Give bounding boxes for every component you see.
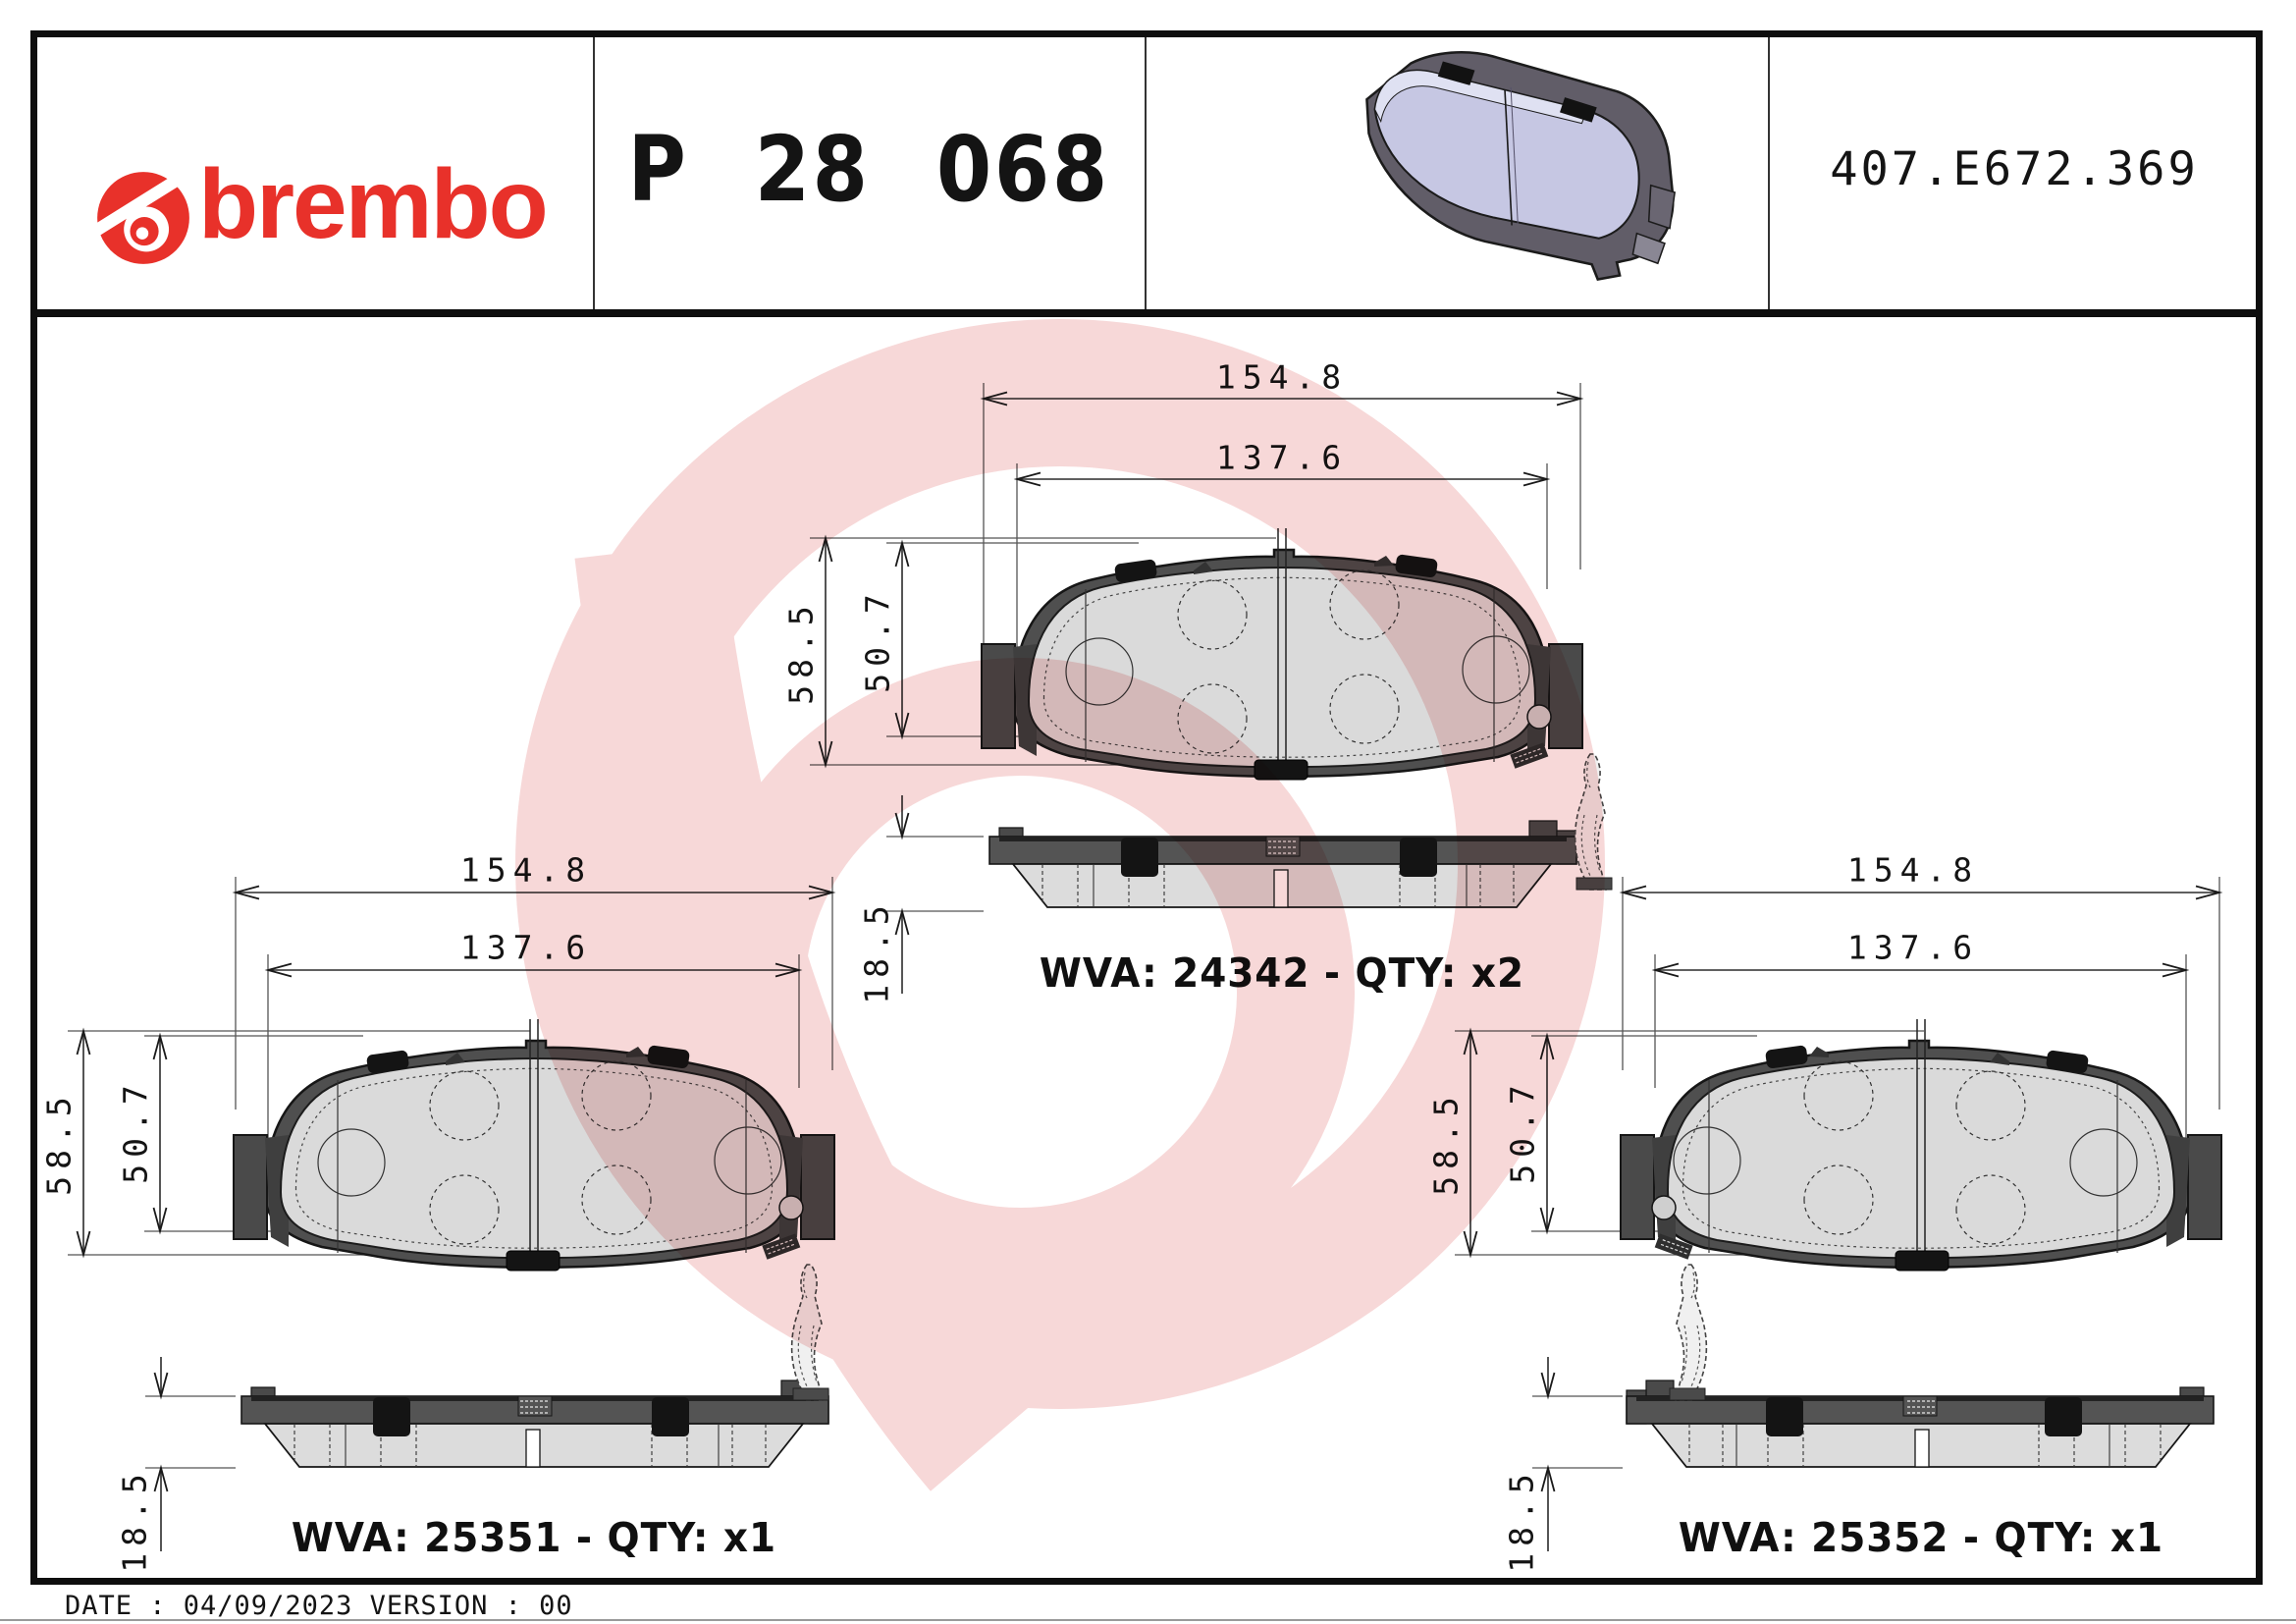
dim-height-total: 58.5 — [1426, 1090, 1466, 1196]
wear-indicator-clip — [1574, 753, 1613, 891]
brake-pad-3d-render — [1365, 51, 1676, 281]
header-divider-bar — [30, 309, 2263, 317]
part-number: P 28 068 — [627, 117, 1110, 222]
dim-thickness: 18.5 — [115, 1467, 154, 1573]
dim-thickness: 18.5 — [1502, 1467, 1541, 1573]
dim-height-total: 58.5 — [781, 599, 821, 705]
pad-side-view — [988, 820, 1577, 908]
pad-front-view — [232, 1017, 836, 1272]
dim-height-inner: 50.7 — [116, 1078, 155, 1184]
pad-side-view — [240, 1380, 829, 1468]
pad-front-view-mirrored — [1619, 1017, 2223, 1272]
pad-front-view — [980, 526, 1584, 782]
wva-qty-label: WVA: 25351 - QTY: x1 — [291, 1514, 777, 1561]
wva-qty-label: WVA: 25352 - QTY: x1 — [1678, 1514, 2164, 1561]
brand-wordmark: brembo — [198, 149, 549, 259]
dim-width-total: 154.8 — [459, 850, 593, 890]
dim-width-inner: 137.6 — [459, 928, 593, 967]
brembo-logo-icon — [94, 171, 189, 264]
dim-width-inner: 137.6 — [1215, 438, 1349, 477]
dim-thickness: 18.5 — [857, 898, 896, 1004]
header-divider-3 — [1768, 37, 1770, 309]
wear-indicator-clip — [790, 1264, 829, 1401]
wva-qty-label: WVA: 24342 - QTY: x2 — [1039, 949, 1525, 997]
date-version-footer: DATE : 04/09/2023 VERSION : 00 — [65, 1591, 573, 1621]
dim-width-inner: 137.6 — [1846, 928, 1980, 967]
dim-height-inner: 50.7 — [1503, 1078, 1542, 1184]
dim-height-inner: 50.7 — [858, 587, 897, 693]
catalog-reference: 407.E672.369 — [1830, 142, 2199, 196]
header-divider-2 — [1145, 37, 1147, 309]
dim-width-total: 154.8 — [1215, 357, 1349, 397]
dim-width-total: 154.8 — [1846, 850, 1980, 890]
sheet-bottom-edge — [0, 1619, 2296, 1621]
header-divider-1 — [593, 37, 595, 309]
dim-height-total: 58.5 — [39, 1090, 79, 1196]
wear-indicator-clip-mirrored — [1669, 1264, 1708, 1401]
